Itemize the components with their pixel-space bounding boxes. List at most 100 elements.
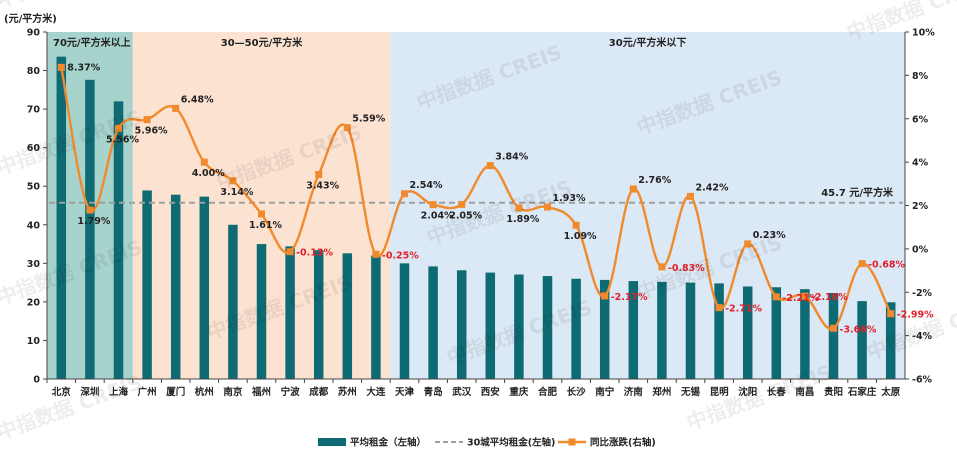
rent-bar [485, 272, 496, 379]
yoy-label: 1.09% [564, 231, 597, 242]
x-tick-label: 济南 [624, 386, 644, 398]
band-label-1: 30—50元/平方米 [221, 36, 303, 49]
rent-bar [885, 302, 896, 379]
left-tick-label: 90 [27, 28, 41, 39]
rent-bar [456, 270, 467, 379]
yoy-label: 2.42% [696, 182, 729, 193]
yoy-point [486, 162, 494, 170]
x-tick-label: 长春 [767, 386, 787, 398]
right-tick-label: -4% [912, 331, 933, 342]
x-tick-label: 南京 [223, 386, 243, 398]
yoy-point [343, 124, 351, 132]
x-tick-label: 贵阳 [824, 386, 843, 398]
band-label-0: 70元/平方米以上 [53, 36, 131, 49]
rent-bar [542, 276, 553, 379]
x-tick-label: 广州 [138, 386, 157, 398]
x-tick-label: 郑州 [652, 386, 671, 398]
yoy-label: -2.17% [611, 292, 648, 303]
right-tick-label: 10% [912, 28, 935, 39]
yoy-label: 2.05% [449, 210, 482, 221]
legend-ref-label: 30城平均租金(左轴) [467, 437, 555, 449]
x-tick-label: 太原 [881, 386, 901, 398]
yoy-point [801, 292, 809, 300]
x-tick-label: 厦门 [166, 386, 185, 398]
rent-bar [800, 289, 810, 379]
yoy-point [401, 190, 408, 198]
rent-bar [771, 287, 782, 379]
rent-bars [56, 56, 896, 380]
yoy-point [687, 192, 694, 200]
watermark: 中指数据 CREIS [0, 370, 145, 445]
rent-bar [228, 224, 238, 379]
rent-bar [313, 250, 324, 379]
right-tick-label: 4% [912, 158, 929, 169]
x-tick-label: 重庆 [509, 386, 529, 398]
yoy-point [286, 248, 294, 256]
chart-axes: 0 10 20 30 40 50 60 70 80 90 -6% -4% -2% 0% 2% 4% 6% 8% 10… [27, 28, 935, 399]
data-labels: 8.37% 1.79% 5.56%5.96% 6.48% 4.00% 3.14% 1.61%… [67, 62, 934, 335]
x-tick-label: 深圳 [80, 386, 99, 398]
x-tick-label: 杭州 [195, 386, 214, 398]
right-tick-label: 8% [912, 71, 929, 82]
rent-bar [428, 266, 438, 379]
rent-bar [85, 79, 95, 379]
left-tick-label: 70 [27, 105, 41, 116]
yoy-label: 1.61% [249, 220, 282, 231]
x-tick-label: 长沙 [567, 386, 587, 398]
left-tick-label: 40 [27, 220, 41, 231]
rent-bar [170, 194, 181, 379]
x-tick-label: 苏州 [338, 386, 357, 398]
right-tick-label: -2% [912, 288, 933, 299]
x-tick-label: 西安 [481, 386, 501, 398]
right-tick-label: 0% [912, 244, 929, 255]
yoy-label: -2.71% [725, 304, 762, 315]
yoy-point [744, 240, 752, 248]
x-tick-label: 福州 [251, 386, 271, 398]
yoy-label: 3.43% [306, 180, 339, 191]
rent-bar [56, 56, 67, 379]
yoy-point [172, 104, 180, 112]
yoy-point [315, 170, 323, 178]
yoy-label: -2.99% [897, 310, 934, 321]
yoy-label: 6.48% [181, 94, 214, 105]
yoy-point [458, 200, 466, 208]
rent-bar [828, 293, 839, 379]
rent-bar [142, 190, 152, 379]
yoy-point [515, 204, 523, 212]
x-tick-label: 沈阳 [738, 386, 757, 398]
x-tick-label: 青岛 [424, 386, 443, 398]
yoy-label: 5.96% [135, 126, 168, 137]
yoy-point [715, 304, 723, 312]
left-tick-label: 30 [27, 259, 41, 270]
yoy-point [858, 260, 866, 268]
yoy-label: 2.54% [410, 180, 443, 191]
rent-bar [571, 278, 581, 379]
yoy-label: -0.25% [382, 250, 419, 261]
x-tick-label: 南宁 [595, 386, 615, 398]
x-tick-label: 天津 [395, 386, 415, 398]
yoy-point [372, 250, 380, 258]
x-tick-label: 武汉 [452, 386, 472, 398]
yoy-label: 4.00% [192, 168, 225, 179]
yoy-line [57, 63, 895, 332]
band-2 [390, 32, 905, 379]
yoy-point [429, 201, 437, 209]
yoy-point [887, 310, 895, 318]
legend-line-marker [568, 438, 576, 446]
left-tick-label: 80 [27, 66, 41, 77]
yoy-point [57, 63, 65, 71]
yoy-point [86, 206, 94, 214]
yoy-label: 0.23% [753, 230, 786, 241]
x-tick-label: 大连 [366, 386, 386, 398]
rent-bar [199, 196, 210, 379]
left-tick-label: 60 [27, 143, 41, 154]
left-tick-label: 20 [27, 297, 41, 308]
yoy-point [200, 158, 208, 166]
yoy-point [601, 292, 609, 300]
yoy-label: 1.93% [553, 193, 586, 204]
reference-label: 45.7 元/平方米 [821, 186, 894, 199]
yoy-point [143, 116, 151, 124]
rent-bar [371, 255, 381, 379]
x-tick-label: 成都 [309, 386, 329, 398]
